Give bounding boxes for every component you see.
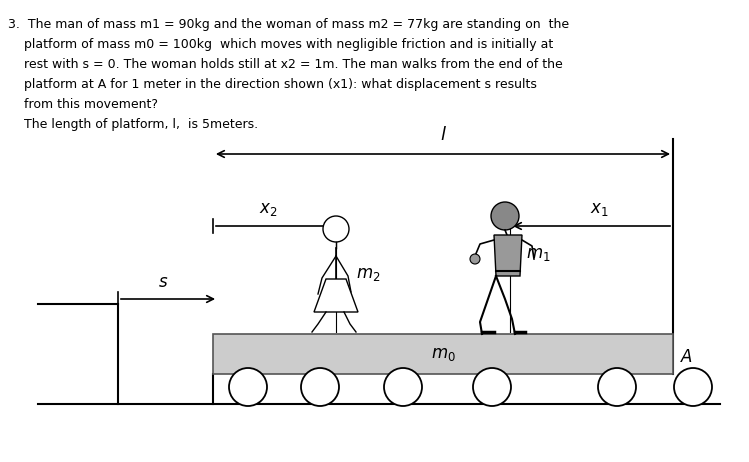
Text: $m_1$: $m_1$	[526, 245, 551, 263]
Text: platform at A for 1 meter in the direction shown (x1): what displacement s resul: platform at A for 1 meter in the directi…	[8, 78, 537, 91]
Text: A: A	[681, 348, 692, 366]
Circle shape	[323, 216, 349, 242]
Text: platform of mass m0 = 100kg  which moves with negligible friction and is initial: platform of mass m0 = 100kg which moves …	[8, 38, 554, 51]
Text: $l$: $l$	[440, 126, 446, 144]
Circle shape	[229, 368, 267, 406]
Polygon shape	[494, 235, 522, 276]
Text: 3.  The man of mass m1 = 90kg and the woman of mass m2 = 77kg are standing on  t: 3. The man of mass m1 = 90kg and the wom…	[8, 18, 569, 31]
Text: $x_2$: $x_2$	[259, 200, 278, 218]
Circle shape	[473, 368, 511, 406]
Text: $x_1$: $x_1$	[590, 200, 609, 218]
Text: $s$: $s$	[158, 273, 169, 291]
Bar	[213, 334, 673, 374]
Text: rest with s = 0. The woman holds still at x2 = 1m. The man walks from the end of: rest with s = 0. The woman holds still a…	[8, 58, 562, 71]
Text: $m_2$: $m_2$	[356, 265, 380, 283]
Text: $m_0$: $m_0$	[431, 345, 455, 363]
Circle shape	[384, 368, 422, 406]
Circle shape	[491, 202, 519, 230]
Circle shape	[470, 254, 480, 264]
Circle shape	[301, 368, 339, 406]
Polygon shape	[314, 279, 358, 312]
Text: The length of platform, l,  is 5meters.: The length of platform, l, is 5meters.	[8, 118, 258, 131]
Text: from this movement?: from this movement?	[8, 98, 158, 111]
Circle shape	[598, 368, 636, 406]
Circle shape	[674, 368, 712, 406]
